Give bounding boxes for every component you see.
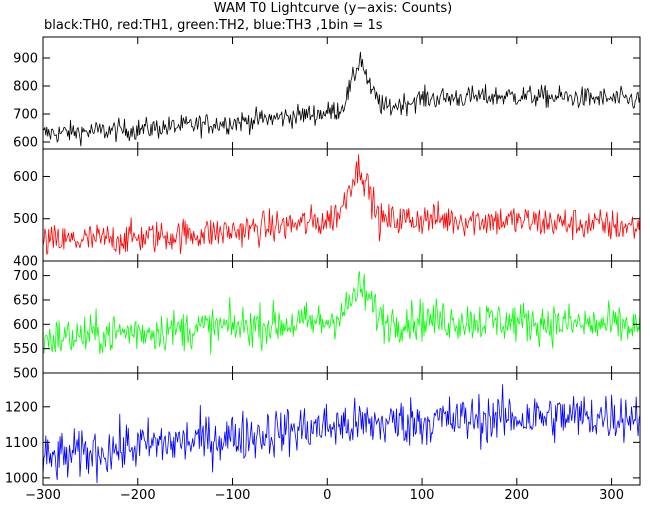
y-tick-label: 600 (13, 170, 38, 185)
panel-th0: 600 700 800 900 (13, 36, 641, 151)
y-tick-label: 700 (13, 269, 38, 284)
panel-frame-th3 (42, 372, 641, 486)
series-line-th3 (43, 384, 640, 484)
x-tick-label: −300 (25, 488, 61, 503)
panel-frame-th2 (42, 260, 641, 374)
panel-th1: 400 500 600 (13, 148, 641, 270)
x-tick-label: 0 (323, 488, 331, 503)
y-tick-label: 1000 (5, 471, 38, 486)
y-tick-label: 600 (13, 318, 38, 333)
y-tick-label: 1200 (5, 400, 38, 415)
y-tick-label: 600 (13, 136, 38, 151)
y-tick-label: 800 (13, 80, 38, 95)
panel-th2: 500 550 600 650 700 (13, 260, 641, 382)
chart-title: WAM T0 Lightcurve (y−axis: Counts) (214, 1, 452, 16)
panel-frame-th1 (42, 148, 641, 262)
y-tick-label: 500 (13, 212, 38, 227)
series-line-th1 (43, 154, 640, 255)
x-tick-label: 100 (410, 488, 435, 503)
y-tick-label: 700 (13, 108, 38, 123)
y-tick-label: 900 (13, 52, 38, 67)
panels-group: 600 700 800 900 400 500 600 500 550 600 650 700 1000… (5, 36, 641, 486)
x-tick-label: 300 (599, 488, 624, 503)
x-axis: −300 −200 −100 0 100 200 300 (25, 488, 624, 503)
y-tick-label: 650 (13, 293, 38, 308)
y-tick-label: 500 (13, 367, 38, 382)
x-tick-label: −100 (215, 488, 251, 503)
series-line-th0 (43, 51, 640, 147)
chart-subtitle: black:TH0, red:TH1, green:TH2, blue:TH3 … (44, 18, 383, 33)
y-tick-label: 400 (13, 255, 38, 270)
series-line-th2 (43, 271, 640, 355)
y-tick-label: 1100 (5, 436, 38, 451)
y-tick-label: 550 (13, 342, 38, 357)
x-tick-label: −200 (120, 488, 156, 503)
x-tick-label: 200 (504, 488, 529, 503)
panel-th3: 1000 1100 1200 (5, 372, 641, 486)
